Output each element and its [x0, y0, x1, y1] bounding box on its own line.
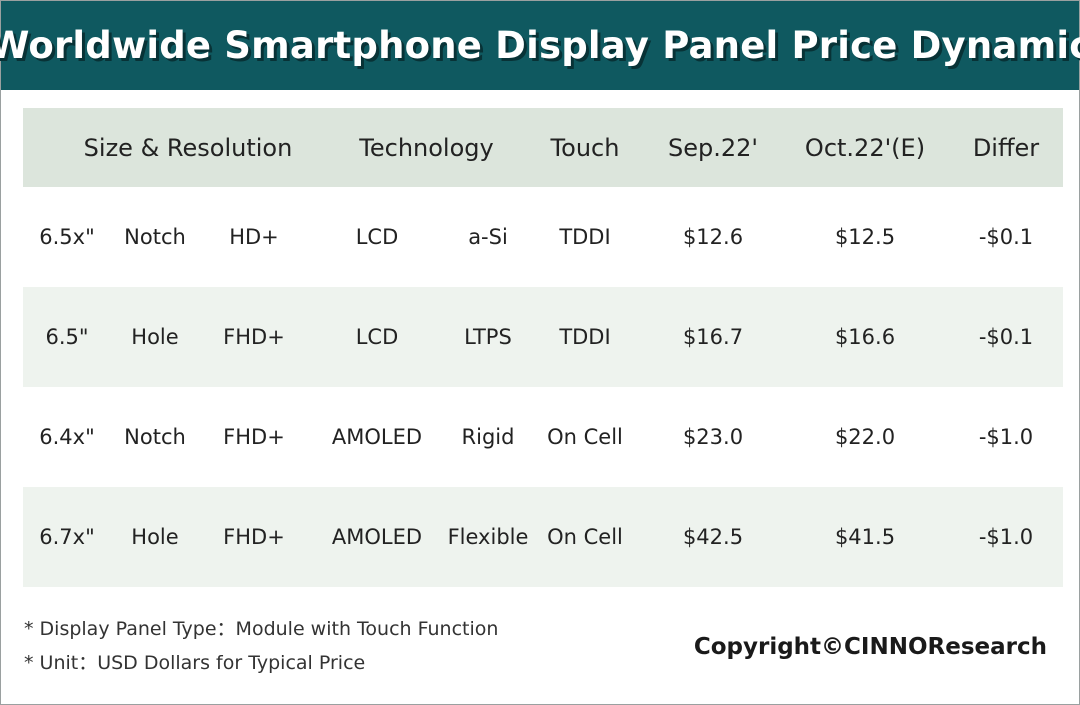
table-row: 6.5" Hole FHD+ LCD LTPS TDDI $16.7 $16.6… [23, 287, 1063, 387]
cell-size: 6.5x" [39, 225, 95, 249]
table-row: 6.5x" Notch HD+ LCD a-Si TDDI $12.6 $12.… [23, 187, 1063, 287]
cell-differ: -$1.0 [978, 525, 1034, 549]
cell-shape: Hole [131, 525, 179, 549]
cell-touch: TDDI [559, 325, 611, 349]
copyright-text: Copyright©CINNOResearch [693, 634, 1047, 660]
cell-resolution: HD+ [229, 225, 279, 249]
cell-backplane: a-Si [468, 225, 508, 249]
table-header-row: Size & Resolution Technology Touch Sep.2… [23, 108, 1063, 187]
cell-sep22: $23.0 [682, 425, 744, 449]
cell-shape: Notch [124, 425, 186, 449]
footnotes: * Display Panel Type：Module with Touch F… [24, 612, 498, 680]
header-oct22: Oct.22'(E) [804, 133, 926, 162]
cell-resolution: FHD+ [223, 425, 285, 449]
cell-shape: Notch [124, 225, 186, 249]
cell-shape: Hole [131, 325, 179, 349]
chart-title: Worldwide Smartphone Display Panel Price… [0, 24, 1080, 67]
footnote-panel-type: * Display Panel Type：Module with Touch F… [24, 618, 499, 640]
footnote-unit: * Unit：USD Dollars for Typical Price [24, 652, 366, 674]
header-touch: Touch [550, 133, 620, 162]
header-differ: Differ [972, 133, 1040, 162]
cell-size: 6.7x" [39, 525, 95, 549]
cell-size: 6.5" [45, 325, 89, 349]
price-table: Size & Resolution Technology Touch Sep.2… [23, 108, 1063, 587]
cell-resolution: FHD+ [223, 325, 285, 349]
cell-backplane: Rigid [461, 425, 515, 449]
cell-touch: TDDI [559, 225, 611, 249]
header-size-resolution: Size & Resolution [83, 133, 293, 162]
cell-touch: On Cell [547, 525, 623, 549]
header-technology: Technology [359, 133, 494, 162]
cell-oct22: $22.0 [834, 425, 896, 449]
cell-display-tech: LCD [355, 325, 399, 349]
cell-differ: -$1.0 [978, 425, 1034, 449]
cell-size: 6.4x" [39, 425, 95, 449]
cell-differ: -$0.1 [978, 225, 1034, 249]
cell-display-tech: LCD [355, 225, 399, 249]
cell-oct22: $16.6 [834, 325, 896, 349]
cell-display-tech: AMOLED [331, 525, 423, 549]
cell-resolution: FHD+ [223, 525, 285, 549]
cell-sep22: $16.7 [682, 325, 744, 349]
cell-display-tech: AMOLED [331, 425, 423, 449]
table-row: 6.4x" Notch FHD+ AMOLED Rigid On Cell $2… [23, 387, 1063, 487]
table-row: 6.7x" Hole FHD+ AMOLED Flexible On Cell … [23, 487, 1063, 587]
cell-oct22: $12.5 [834, 225, 896, 249]
cell-oct22: $41.5 [834, 525, 896, 549]
cell-sep22: $42.5 [682, 525, 744, 549]
cell-backplane: LTPS [464, 325, 512, 349]
cell-backplane: Flexible [447, 525, 529, 549]
cell-sep22: $12.6 [682, 225, 744, 249]
cell-touch: On Cell [547, 425, 623, 449]
cell-differ: -$0.1 [978, 325, 1034, 349]
header-sep22: Sep.22' [668, 133, 758, 162]
title-bar: Worldwide Smartphone Display Panel Price… [0, 1, 1080, 90]
